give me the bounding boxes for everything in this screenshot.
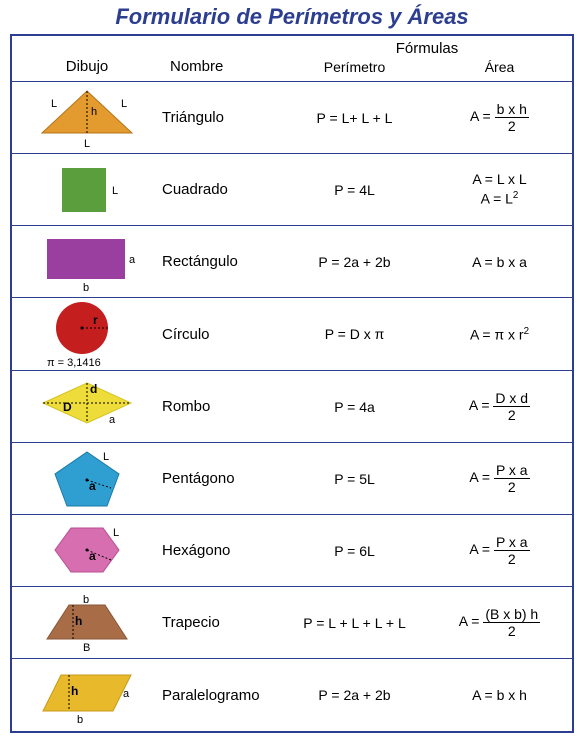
table-row: L L h L Triángulo P = L+ L + L A = b x h…	[12, 82, 572, 154]
svg-text:L: L	[103, 451, 109, 463]
table-row: b B h Trapecio P = L + L + L + L A = (B …	[12, 587, 572, 659]
header-area: Área	[427, 59, 572, 75]
svg-text:L: L	[113, 527, 119, 539]
shape-cell: h a b	[12, 663, 162, 727]
svg-text:L: L	[112, 185, 118, 197]
area-formula: A = P x a2	[427, 463, 572, 494]
svg-text:b: b	[83, 594, 89, 606]
pentagon-icon: L a	[27, 446, 147, 512]
rectangle-icon: a b	[27, 229, 147, 295]
perimeter-formula: P = 2a + 2b	[282, 254, 427, 270]
svg-text:r: r	[93, 313, 98, 327]
svg-text:a: a	[109, 414, 116, 426]
table-row: r π = 3,1416 Círculo P = D x π A = π x r…	[12, 298, 572, 371]
shape-cell: L a	[12, 446, 162, 512]
page-title: Formulario de Perímetros y Áreas	[10, 4, 574, 30]
shape-cell: L a	[12, 520, 162, 582]
parallelogram-icon: h a b	[27, 663, 147, 727]
svg-text:L: L	[51, 98, 57, 110]
svg-text:L: L	[121, 98, 127, 110]
header-nombre: Nombre	[162, 58, 282, 75]
svg-text:a: a	[89, 479, 96, 493]
triangle-icon: L L h L	[27, 85, 147, 151]
shape-cell: a b	[12, 229, 162, 295]
table-row: L a Pentágono P = 5L A = P x a2	[12, 443, 572, 515]
header-row: Dibujo Nombre Fórmulas Perímetro Área	[12, 36, 572, 82]
perimeter-formula: P = D x π	[282, 326, 427, 342]
shape-cell: L	[12, 160, 162, 220]
svg-text:D: D	[63, 400, 72, 414]
header-formulas: Fórmulas	[282, 40, 572, 57]
area-formula: A = b x a	[427, 254, 572, 270]
header-perimetro: Perímetro	[282, 59, 427, 75]
shape-name: Pentágono	[162, 470, 282, 487]
circle-icon: r π = 3,1416	[27, 298, 147, 370]
shape-cell: r π = 3,1416	[12, 298, 162, 370]
perimeter-formula: P = 2a + 2b	[282, 687, 427, 703]
svg-text:h: h	[71, 684, 78, 698]
table-row: L a Hexágono P = 6L A = P x a2	[12, 515, 572, 587]
table-row: D d a Rombo P = 4a A = D x d2	[12, 371, 572, 443]
perimeter-formula: P = 4a	[282, 399, 427, 415]
shape-name: Rectángulo	[162, 253, 282, 270]
shape-cell: L L h L	[12, 85, 162, 151]
hexagon-icon: L a	[27, 520, 147, 582]
svg-text:d: d	[90, 382, 97, 396]
svg-text:a: a	[123, 688, 130, 700]
svg-text:π = 3,1416: π = 3,1416	[47, 357, 101, 369]
svg-text:a: a	[89, 549, 96, 563]
shape-name: Triángulo	[162, 109, 282, 126]
square-icon: L	[27, 160, 147, 220]
svg-text:h: h	[91, 106, 97, 118]
area-formula: A = π x r2	[427, 326, 572, 343]
svg-text:b: b	[77, 714, 83, 726]
shape-name: Hexágono	[162, 542, 282, 559]
table-row: L Cuadrado P = 4L A = L x L A = L2	[12, 154, 572, 226]
perimeter-formula: P = 5L	[282, 471, 427, 487]
shape-cell: b B h	[12, 591, 162, 655]
svg-text:L: L	[84, 138, 90, 150]
area-formula: A = L x L A = L2	[427, 170, 572, 210]
table: Dibujo Nombre Fórmulas Perímetro Área L …	[10, 34, 574, 733]
perimeter-formula: P = 4L	[282, 182, 427, 198]
header-dibujo: Dibujo	[12, 58, 162, 75]
area-formula: A = b x h2	[427, 102, 572, 133]
shape-name: Trapecio	[162, 614, 282, 631]
svg-text:h: h	[75, 614, 82, 628]
area-formula: A = D x d2	[427, 391, 572, 422]
table-row: a b Rectángulo P = 2a + 2b A = b x a	[12, 226, 572, 298]
area-formula: A = (B x b) h2	[427, 607, 572, 638]
area-formula: A = b x h	[427, 687, 572, 703]
svg-text:a: a	[129, 254, 136, 266]
shape-name: Paralelogramo	[162, 687, 282, 704]
shape-name: Círculo	[162, 326, 282, 343]
perimeter-formula: P = 6L	[282, 543, 427, 559]
shape-name: Rombo	[162, 398, 282, 415]
perimeter-formula: P = L + L + L + L	[282, 615, 427, 631]
perimeter-formula: P = L+ L + L	[282, 110, 427, 126]
table-row: h a b Paralelogramo P = 2a + 2b A = b x …	[12, 659, 572, 731]
trapezoid-icon: b B h	[27, 591, 147, 655]
area-formula: A = P x a2	[427, 535, 572, 566]
rhombus-icon: D d a	[27, 377, 147, 437]
svg-text:B: B	[83, 642, 90, 654]
shape-name: Cuadrado	[162, 181, 282, 198]
shape-cell: D d a	[12, 377, 162, 437]
svg-text:b: b	[83, 282, 89, 294]
